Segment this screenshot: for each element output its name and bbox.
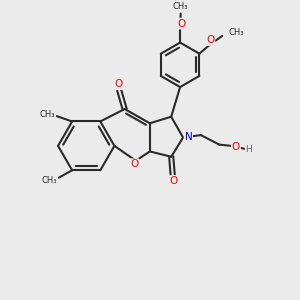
Text: CH₃: CH₃ [40, 110, 55, 119]
Text: O: O [169, 176, 177, 186]
Text: CH₃: CH₃ [173, 2, 188, 11]
Text: H: H [245, 146, 252, 154]
Text: N: N [184, 132, 192, 142]
Text: CH₃: CH₃ [42, 176, 57, 184]
Text: O: O [206, 35, 214, 45]
Text: O: O [115, 79, 123, 89]
Text: CH₃: CH₃ [229, 28, 244, 37]
Text: O: O [232, 142, 240, 152]
Text: O: O [130, 159, 139, 169]
Text: O: O [177, 19, 185, 28]
